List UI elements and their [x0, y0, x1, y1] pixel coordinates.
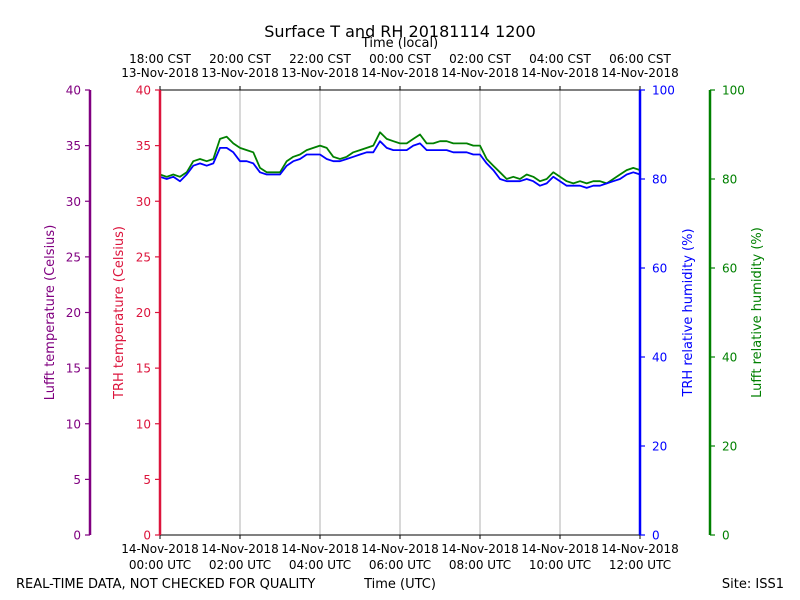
y-tick-label-lufft-rh: 40	[722, 351, 737, 365]
y-tick-label-lufft-temp: 30	[66, 195, 81, 209]
bottom-tick-time: 02:00 UTC	[209, 558, 271, 572]
top-tick-date: 14-Nov-2018	[441, 66, 519, 80]
y-tick-label-trh-temp: 30	[136, 195, 151, 209]
bottom-tick-date: 14-Nov-2018	[441, 542, 519, 556]
y-axis-label-trh-rh: TRH relative humidity (%)	[681, 228, 696, 397]
top-tick-time: 20:00 CST	[209, 52, 271, 66]
bottom-tick-time: 06:00 UTC	[369, 558, 431, 572]
y-tick-label-lufft-temp: 0	[73, 529, 81, 543]
site-label: Site: ISS1	[722, 577, 784, 592]
y-tick-label-lufft-temp: 40	[66, 84, 81, 98]
series-line-trh-rh	[159, 140, 641, 189]
y-tick-label-lufft-temp: 5	[73, 473, 81, 487]
y-axis-label-lufft-rh: Lufft relative humidity (%)	[750, 227, 765, 398]
y-tick-label-lufft-temp: 35	[66, 139, 81, 153]
y-tick-label-trh-temp: 5	[143, 473, 151, 487]
y-tick-label-lufft-rh: 80	[722, 173, 737, 187]
y-tick-label-trh-temp: 10	[136, 417, 151, 431]
y-tick-label-trh-temp: 40	[136, 84, 151, 98]
y-tick-label-trh-rh: 40	[652, 351, 667, 365]
top-tick-time: 02:00 CST	[449, 52, 511, 66]
y-axis-label-trh-temp: TRH temperature (Celsius)	[112, 226, 127, 400]
y-tick-label-trh-temp: 15	[136, 362, 151, 376]
bottom-tick-time: 04:00 UTC	[289, 558, 351, 572]
y-tick-label-trh-rh: 20	[652, 440, 667, 454]
top-axis-label: Time (local)	[361, 36, 438, 51]
bottom-tick-time: 08:00 UTC	[449, 558, 511, 572]
bottom-tick-date: 14-Nov-2018	[201, 542, 279, 556]
y-tick-label-trh-temp: 25	[136, 250, 151, 264]
top-tick-time: 22:00 CST	[289, 52, 351, 66]
top-tick-date: 13-Nov-2018	[281, 66, 359, 80]
plot-series	[159, 131, 641, 189]
bottom-time-axis: 14-Nov-2018 00:00 UTC 14-Nov-2018 02:00 UTC…	[121, 535, 679, 572]
top-tick-time: 06:00 CST	[609, 52, 671, 66]
bottom-axis-label: Time (UTC)	[363, 577, 436, 592]
y-axis-label-lufft-temp: Lufft temperature (Celsius)	[43, 225, 58, 401]
y-tick-label-trh-rh: 60	[652, 262, 667, 276]
bottom-tick-date: 14-Nov-2018	[121, 542, 199, 556]
y-tick-label-lufft-temp: 10	[66, 417, 81, 431]
bottom-tick-date: 14-Nov-2018	[601, 542, 679, 556]
top-tick-time: 00:00 CST	[369, 52, 431, 66]
bottom-tick-time: 00:00 UTC	[129, 558, 191, 572]
top-tick-time: 04:00 CST	[529, 52, 591, 66]
bottom-tick-date: 14-Nov-2018	[361, 542, 439, 556]
series-line-lufft-rh	[159, 131, 641, 185]
y-axes: 0 5 10 15 20 25 30 35 40 Lufft temperature (Celsi…	[43, 84, 765, 543]
top-tick-date: 13-Nov-2018	[201, 66, 279, 80]
y-tick-label-trh-temp: 0	[143, 529, 151, 543]
y-tick-label-lufft-rh: 20	[722, 440, 737, 454]
y-tick-label-lufft-temp: 25	[66, 250, 81, 264]
top-tick-date: 14-Nov-2018	[521, 66, 599, 80]
y-tick-label-trh-rh: 80	[652, 173, 667, 187]
grid	[239, 90, 561, 535]
y-tick-label-lufft-temp: 15	[66, 362, 81, 376]
top-tick-date: 14-Nov-2018	[601, 66, 679, 80]
top-tick-date: 13-Nov-2018	[121, 66, 199, 80]
y-tick-label-trh-rh: 100	[652, 84, 675, 98]
top-tick-date: 14-Nov-2018	[361, 66, 439, 80]
y-tick-label-lufft-rh: 100	[722, 84, 745, 98]
y-tick-label-trh-temp: 20	[136, 306, 151, 320]
chart-title: Surface T and RH 20181114 1200	[264, 22, 536, 41]
y-tick-label-lufft-temp: 20	[66, 306, 81, 320]
bottom-tick-date: 14-Nov-2018	[521, 542, 599, 556]
bottom-tick-time: 10:00 UTC	[529, 558, 591, 572]
bottom-tick-date: 14-Nov-2018	[281, 542, 359, 556]
quality-disclaimer: REAL-TIME DATA, NOT CHECKED FOR QUALITY	[16, 577, 315, 592]
y-tick-label-lufft-rh: 0	[722, 529, 730, 543]
y-tick-label-trh-temp: 35	[136, 139, 151, 153]
top-tick-time: 18:00 CST	[129, 52, 191, 66]
bottom-tick-time: 12:00 UTC	[609, 558, 671, 572]
y-tick-label-trh-rh: 0	[652, 529, 660, 543]
y-tick-label-lufft-rh: 60	[722, 262, 737, 276]
